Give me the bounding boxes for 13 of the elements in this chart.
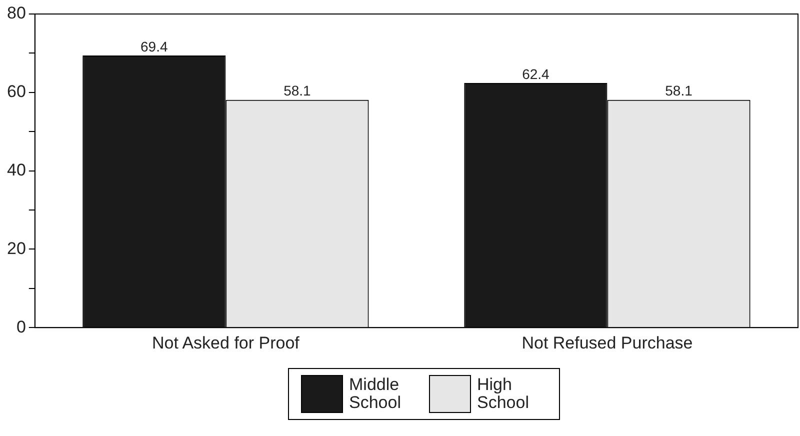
y-tick-label: 60	[6, 82, 26, 102]
legend-label: High School	[477, 375, 530, 412]
data-label: 58.1	[284, 82, 312, 99]
data-label: 69.4	[140, 38, 168, 54]
x-tick-label: Not Asked for Proof	[152, 333, 300, 352]
y-tick-label: 20	[6, 238, 26, 258]
data-label: 58.1	[665, 82, 693, 99]
legend-label: Middle School	[349, 375, 402, 412]
data-label: 62.4	[522, 66, 550, 82]
x-tick-label: Not Refused Purchase	[522, 333, 693, 352]
y-tick-label: 80	[6, 4, 26, 23]
y-tick-label: 40	[6, 160, 26, 180]
y-tick-label: 0	[16, 317, 26, 336]
